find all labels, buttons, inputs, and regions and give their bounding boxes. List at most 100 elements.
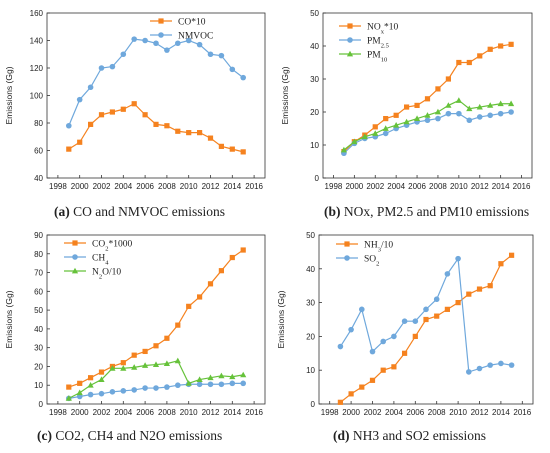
- data-point: [508, 100, 515, 107]
- data-point: [175, 382, 181, 389]
- y-tick-label: 10: [34, 381, 43, 390]
- series-a-2: [66, 36, 246, 129]
- data-point: [497, 100, 504, 107]
- legend-label-part: SO: [364, 255, 376, 265]
- data-point: [402, 350, 408, 356]
- data-point: [87, 391, 94, 398]
- caption-a-letter: (a): [54, 204, 70, 219]
- data-point: [175, 128, 181, 134]
- data-point: [120, 360, 126, 366]
- plot-frame-a: [46, 12, 266, 179]
- data-point: [498, 360, 504, 367]
- data-point: [88, 121, 94, 127]
- x-tick-label: 2002: [93, 182, 111, 191]
- legend-marker: [344, 255, 350, 261]
- y-tick-label: 60: [34, 287, 43, 296]
- y-tick-label: 30: [34, 344, 43, 353]
- data-point: [153, 343, 159, 349]
- data-point: [455, 97, 462, 103]
- x-tick-label: 2014: [223, 408, 241, 417]
- caption-b: (b) NOx, PM2.5 and PM10 emissions: [324, 204, 529, 220]
- y-tick-label: 50: [34, 306, 43, 315]
- x-tick-label: 1998: [325, 182, 343, 191]
- caption-d: (d) NH3 and SO2 emissions: [333, 428, 486, 444]
- data-point: [433, 296, 440, 303]
- x-tick-label: 2016: [513, 182, 531, 191]
- data-point: [361, 133, 368, 140]
- data-point: [66, 384, 72, 390]
- data-point: [444, 271, 451, 277]
- data-point: [380, 338, 387, 345]
- data-point: [240, 74, 246, 81]
- x-tick-label: 2006: [406, 408, 424, 417]
- y-tick-label: 40: [34, 325, 43, 334]
- legend-label: PM10: [367, 51, 387, 64]
- x-tick-label: 2010: [450, 182, 468, 191]
- data-point: [142, 362, 149, 368]
- data-point: [196, 381, 203, 388]
- y-tick-label: 80: [34, 250, 43, 259]
- y-tick-label: 160: [30, 9, 44, 18]
- data-point: [185, 37, 192, 44]
- data-point: [207, 135, 214, 141]
- y-tick-label: 20: [34, 362, 43, 371]
- x-tick-label: 2000: [71, 408, 89, 417]
- data-point: [424, 117, 431, 124]
- data-point: [508, 41, 514, 47]
- data-point: [509, 252, 515, 258]
- legend-label-part: CO: [92, 240, 105, 250]
- data-point: [476, 114, 483, 120]
- data-point: [175, 40, 181, 47]
- x-tick-label: 2008: [158, 408, 176, 417]
- legend-label-part: N: [92, 268, 99, 278]
- series-line: [68, 38, 244, 126]
- data-point: [340, 146, 347, 153]
- data-point: [424, 112, 431, 118]
- data-point: [487, 283, 493, 289]
- data-point: [466, 117, 473, 124]
- data-point: [98, 376, 105, 382]
- x-tick-label: 2004: [385, 408, 403, 417]
- data-point: [131, 36, 137, 42]
- caption-c-letter: (c): [37, 428, 52, 443]
- data-point: [414, 102, 420, 108]
- data-point: [403, 118, 410, 125]
- data-point: [498, 261, 504, 267]
- data-point: [120, 106, 126, 112]
- legend-marker: [347, 37, 353, 43]
- legend-label-part: 2: [99, 273, 102, 280]
- data-point: [76, 389, 83, 396]
- data-point: [142, 112, 148, 118]
- data-point: [218, 268, 224, 274]
- data-point: [77, 139, 83, 145]
- x-tick-label: 2006: [408, 182, 426, 191]
- data-point: [240, 371, 247, 378]
- legend-label: N2O/10: [92, 268, 121, 281]
- legend-marker: [346, 50, 354, 57]
- data-point: [380, 367, 386, 373]
- data-point: [163, 360, 170, 367]
- data-point: [487, 102, 494, 108]
- legend-label-part: 3: [378, 246, 381, 253]
- data-point: [401, 318, 408, 324]
- data-point: [423, 306, 429, 313]
- legend-label-part: x: [381, 28, 385, 35]
- data-point: [476, 365, 483, 372]
- data-point: [109, 63, 116, 70]
- y-tick-label: 50: [310, 9, 319, 18]
- data-point: [120, 51, 127, 58]
- series-line: [343, 99, 512, 151]
- legend-label: NH3/10: [364, 241, 393, 254]
- data-point: [229, 254, 235, 261]
- series-line: [340, 254, 512, 403]
- data-point: [404, 104, 410, 110]
- legend-a: CO*10 NMVOC: [150, 18, 213, 42]
- x-tick-label: 1998: [49, 408, 67, 417]
- data-point: [240, 149, 246, 155]
- y-tick-label: 0: [39, 400, 44, 409]
- x-tick-label: 2012: [202, 408, 220, 417]
- data-point: [424, 96, 431, 102]
- legend-label-part: *1000: [108, 240, 132, 250]
- data-point: [98, 369, 105, 375]
- x-tick-label: 2010: [449, 408, 467, 417]
